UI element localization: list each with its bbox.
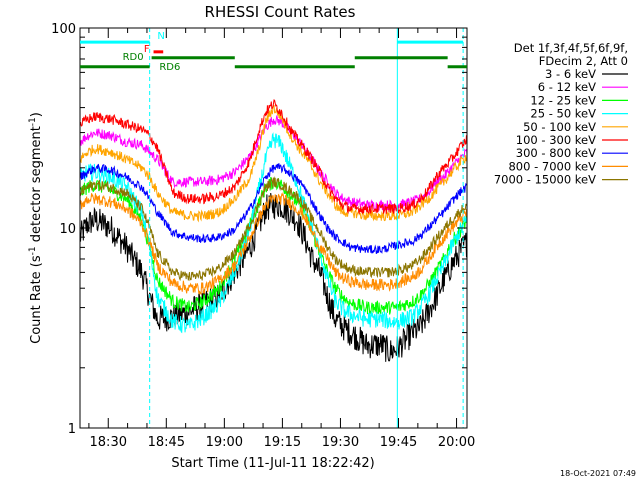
series-line-5 — [80, 99, 467, 215]
rd6-label: RD6 — [159, 62, 180, 73]
y-label-part2: detector segment — [29, 126, 44, 246]
series-line-8 — [80, 176, 467, 282]
x-axis-label: Start Time (11-Jul-11 18:22:42) — [171, 456, 374, 471]
legend: Det 1f,3f,4f,5f,6f,9f, FDecim 2, Att 0 3… — [494, 41, 628, 187]
y-label-part1: Count Rate (s — [29, 255, 44, 344]
x-tick-label-6: 20:00 — [438, 435, 475, 450]
legend-label-0: 3 - 6 keV — [545, 67, 596, 81]
series-line-6 — [80, 163, 467, 254]
legend-label-6: 300 - 800 keV — [516, 146, 596, 160]
legend-label-8: 7000 - 15000 keV — [494, 173, 596, 187]
y-tick-label-0: 1 — [68, 422, 76, 437]
chart-title: RHESSI Count Rates — [205, 3, 356, 21]
legend-label-4: 50 - 100 keV — [523, 120, 596, 134]
y-tick-label-2: 100 — [51, 22, 76, 37]
timestamp: 18-Oct-2021 07:49 — [560, 469, 636, 478]
y-axis-label: Count Rate (s-1 detector segment-1) — [28, 112, 44, 344]
n-label: N — [157, 31, 164, 42]
y-label-sup2: -1 — [28, 117, 38, 126]
series-line-4 — [80, 104, 467, 223]
rd0-label: RD0 — [123, 52, 144, 63]
x-tick-label-1: 18:45 — [148, 435, 185, 450]
legend-label-3: 25 - 50 keV — [530, 107, 596, 121]
y-tick-label-1: 10 — [59, 222, 76, 237]
y-label-sup1: -1 — [28, 246, 38, 255]
legend-label-7: 800 - 7000 keV — [508, 159, 596, 173]
y-axis: 1 10 100 — [51, 22, 467, 437]
series-line-3 — [80, 132, 467, 334]
x-tick-label-4: 19:30 — [322, 435, 359, 450]
legend-header-line1: Det 1f,3f,4f,5f,6f,9f, — [514, 41, 628, 55]
x-tick-label-2: 19:00 — [206, 435, 243, 450]
legend-label-1: 6 - 12 keV — [538, 80, 596, 94]
legend-header-line2: FDecim 2, Att 0 — [539, 54, 628, 68]
x-axis: 18:30 18:45 19:00 19:15 19:30 19:45 20:00 — [88, 28, 475, 450]
legend-label-2: 12 - 25 keV — [530, 93, 596, 107]
x-tick-label-3: 19:15 — [264, 435, 301, 450]
series-line-1 — [80, 115, 467, 211]
series-line-7 — [80, 191, 467, 296]
x-tick-label-0: 18:30 — [90, 435, 127, 450]
f-label: F — [144, 44, 150, 55]
legend-label-5: 100 - 300 keV — [516, 133, 596, 147]
x-tick-label-5: 19:45 — [380, 435, 417, 450]
y-label-part3: ) — [29, 112, 44, 117]
